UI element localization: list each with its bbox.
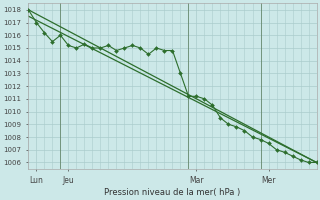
X-axis label: Pression niveau de la mer( hPa ): Pression niveau de la mer( hPa ) (104, 188, 241, 197)
